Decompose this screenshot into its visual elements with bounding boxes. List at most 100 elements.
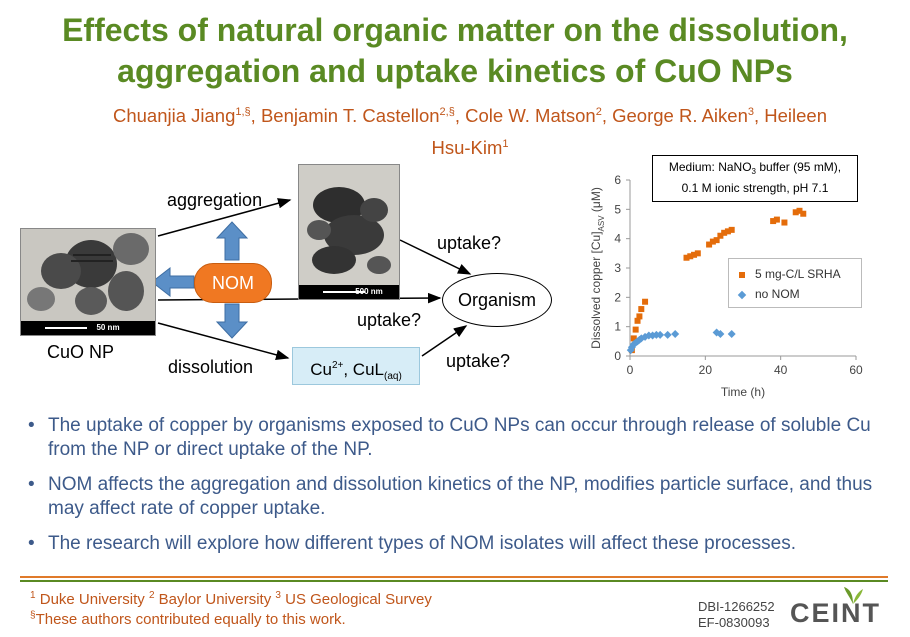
legend-label: no NOM bbox=[755, 287, 800, 301]
scale-label: 50 nm bbox=[96, 323, 120, 332]
grant-number: DBI-1266252 bbox=[698, 599, 775, 614]
bullet-list: • The uptake of copper by organisms expos… bbox=[28, 414, 898, 567]
x-tick-label: 60 bbox=[849, 363, 863, 377]
cu-complex-phase: (aq) bbox=[383, 371, 402, 382]
author-name: Cole W. Matson bbox=[465, 105, 596, 126]
data-point-srha bbox=[770, 218, 777, 225]
aggregate-illustration bbox=[307, 187, 391, 274]
organism-node: Organism bbox=[442, 273, 552, 327]
data-point-srha bbox=[728, 226, 735, 233]
bullet-item: • The uptake of copper by organisms expos… bbox=[28, 414, 898, 462]
title-line-1: Effects of natural organic matter on the… bbox=[62, 12, 848, 48]
annotation-subscript: 3 bbox=[751, 167, 756, 176]
note-symbol: § bbox=[30, 610, 36, 621]
bullet-text: NOM affects the aggregation and dissolut… bbox=[48, 474, 873, 519]
note-text: These authors contributed equally to thi… bbox=[35, 611, 346, 628]
uptake-label-middle: uptake? bbox=[357, 310, 422, 330]
data-point-no-nom bbox=[671, 330, 680, 338]
bullet-text: The uptake of copper by organisms expose… bbox=[48, 415, 871, 460]
y-tick-label: 6 bbox=[614, 173, 621, 187]
data-point-srha bbox=[796, 207, 803, 214]
data-point-no-nom bbox=[716, 330, 725, 338]
data-point-no-nom bbox=[663, 330, 672, 339]
author-affil: 3 bbox=[747, 106, 754, 118]
y-tick-label: 0 bbox=[614, 349, 621, 363]
data-point-srha bbox=[717, 232, 724, 239]
affil-number: 1 bbox=[30, 590, 36, 601]
author-affil: 2,§ bbox=[439, 106, 455, 118]
scale-bar-line bbox=[45, 327, 87, 329]
x-axis-label: Time (h) bbox=[721, 385, 765, 399]
poster-title: Effects of natural organic matter on the… bbox=[0, 10, 910, 92]
bullet-item: • The research will explore how different… bbox=[28, 532, 898, 556]
affil-name: Baylor University bbox=[158, 591, 272, 608]
data-point-srha bbox=[691, 251, 698, 258]
scale-bar: 500 nm bbox=[299, 285, 399, 299]
diamond-marker-icon bbox=[737, 290, 747, 300]
annotation-line-2: 0.1 M ionic strength, pH 7.1 bbox=[681, 181, 829, 195]
x-tick-label: 0 bbox=[627, 363, 634, 377]
divider-green bbox=[20, 580, 888, 582]
data-point-srha bbox=[792, 209, 799, 216]
data-point-srha bbox=[709, 238, 716, 245]
cuo-np-label: CuO NP bbox=[47, 342, 115, 362]
affil-name: Duke University bbox=[39, 591, 145, 608]
author-name: Benjamin T. Castellon bbox=[260, 105, 440, 126]
grant-number: EF-0830093 bbox=[698, 615, 770, 630]
title-line-2: aggregation and uptake kinetics of CuO N… bbox=[117, 53, 793, 89]
affiliations: 1 Duke University 2 Baylor University 3 … bbox=[30, 587, 432, 609]
affil-name: US Geological Survey bbox=[285, 591, 432, 608]
y-tick-label: 4 bbox=[614, 232, 621, 246]
affil-number: 3 bbox=[275, 590, 281, 601]
nom-node: NOM bbox=[194, 263, 272, 303]
data-point-srha bbox=[687, 253, 694, 260]
data-point-srha bbox=[713, 237, 720, 244]
dissolution-label: dissolution bbox=[168, 357, 254, 377]
annotation-text-end: buffer (95 mM), bbox=[756, 160, 842, 174]
data-point-srha bbox=[630, 335, 637, 342]
square-marker-icon bbox=[739, 272, 745, 278]
chart-legend: 5 mg-C/L SRHA no NOM bbox=[728, 258, 862, 308]
data-point-srha bbox=[781, 219, 788, 226]
x-tick-label: 40 bbox=[774, 363, 788, 377]
equal-contribution-note: §These authors contributed equally to th… bbox=[30, 607, 346, 629]
data-point-srha bbox=[642, 298, 649, 305]
tem-image-aggregates: 500 nm bbox=[298, 164, 400, 300]
data-point-srha bbox=[638, 306, 645, 313]
data-point-srha bbox=[636, 313, 643, 320]
chart-annotation: Medium: NaNO3 buffer (95 mM), 0.1 M ioni… bbox=[652, 155, 858, 202]
y-axis-label: Dissolved copper [Cu]ASV (μM) bbox=[589, 187, 606, 349]
aggregation-label: aggregation bbox=[167, 190, 263, 210]
data-point-srha bbox=[634, 317, 641, 324]
cu-charge: 2+ bbox=[331, 360, 344, 371]
legend-item-srha: 5 mg-C/L SRHA bbox=[739, 267, 841, 281]
copper-species-box: Cu2+, CuL(aq) bbox=[292, 347, 420, 385]
data-point-srha bbox=[800, 210, 807, 217]
legend-item-no-nom: no NOM bbox=[737, 287, 800, 301]
ceint-logo: CEINT bbox=[790, 598, 881, 628]
y-tick-label: 5 bbox=[614, 202, 621, 216]
bullet-item: • NOM affects the aggregation and dissolu… bbox=[28, 473, 898, 521]
data-point-no-nom bbox=[656, 330, 665, 339]
data-point-srha bbox=[694, 250, 701, 257]
data-point-srha bbox=[724, 228, 731, 235]
author-name: Chuanjia Jiang bbox=[112, 105, 236, 126]
leaf-icon bbox=[844, 587, 863, 604]
author-name: Heileen Hsu-Kim bbox=[431, 105, 828, 158]
x-tick-label: 20 bbox=[699, 363, 713, 377]
tem-image-cuo-np: 50 nm bbox=[20, 228, 156, 336]
scale-label: 500 nm bbox=[355, 287, 383, 296]
annotation-text: Medium: NaNO bbox=[668, 160, 752, 174]
author-list: Chuanjia Jiang1,§, Benjamin T. Castellon… bbox=[112, 105, 828, 158]
cu-ion: Cu bbox=[310, 360, 332, 379]
uptake-label-bottom: uptake? bbox=[446, 351, 511, 371]
author-affil: 2 bbox=[595, 106, 602, 118]
scale-bar-line bbox=[323, 291, 365, 293]
legend-label: 5 mg-C/L SRHA bbox=[755, 267, 841, 281]
cu-complex: , CuL bbox=[343, 360, 384, 379]
bullet-text: The research will explore how different … bbox=[48, 533, 797, 554]
y-tick-label: 1 bbox=[614, 320, 621, 334]
data-point-srha bbox=[721, 229, 728, 236]
y-tick-label: 2 bbox=[614, 290, 621, 304]
